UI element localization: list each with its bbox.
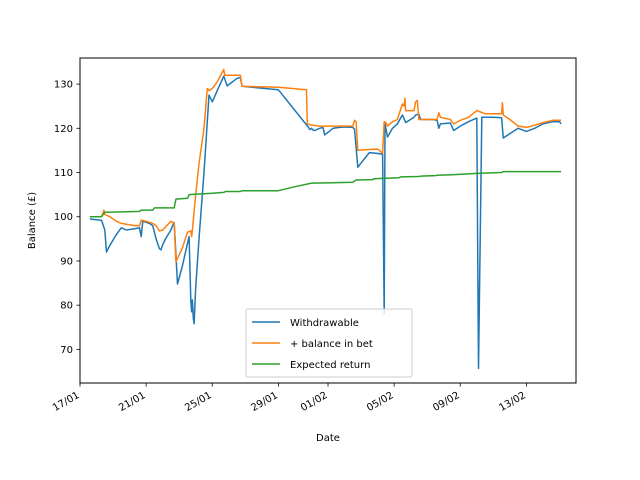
y-tick-label: 110 — [54, 168, 73, 179]
series-layer — [89, 68, 562, 370]
series-line-1 — [89, 68, 562, 263]
y-tick-label: 90 — [60, 256, 73, 267]
y-tick-label: 70 — [60, 345, 73, 356]
legend: Withdrawable + balance in bet Expected r… — [245, 308, 413, 378]
legend-label-withdrawable: Withdrawable — [290, 318, 359, 329]
legend-label-balance-in-bet: + balance in bet — [290, 339, 373, 350]
y-tick-label: 80 — [60, 301, 73, 312]
y-tick-label: 120 — [54, 124, 73, 135]
y-axis-ticks: 70 80 90 100 110 120 130 — [54, 80, 80, 356]
x-axis-label: Date — [316, 433, 340, 444]
legend-label-expected-return: Expected return — [290, 360, 370, 371]
series-line-0 — [89, 75, 562, 370]
legend-box — [245, 308, 413, 378]
series-line-2 — [89, 170, 562, 218]
y-tick-label: 100 — [54, 212, 73, 223]
y-axis-label: Balance (£) — [27, 192, 38, 249]
y-tick-label: 130 — [54, 80, 73, 91]
